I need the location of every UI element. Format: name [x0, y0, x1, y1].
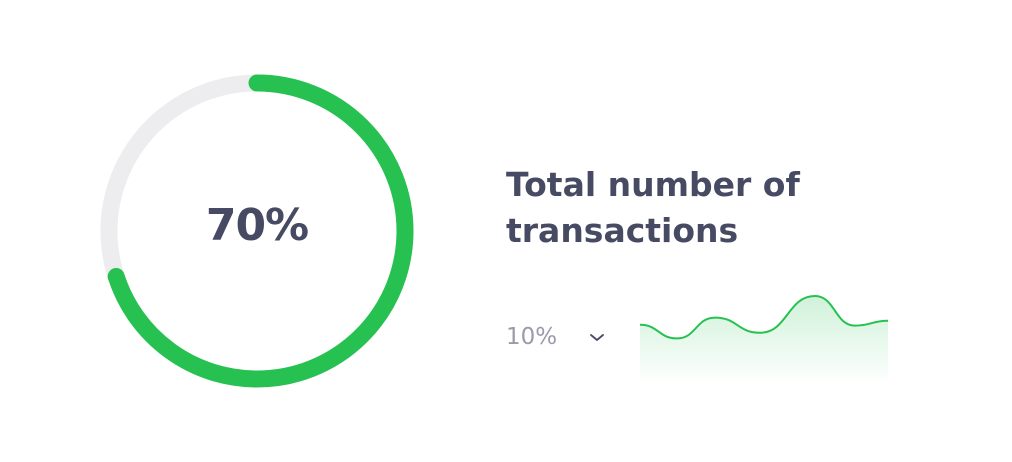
change-percent-label: 10%	[506, 324, 558, 350]
progress-arc	[100, 74, 414, 388]
progress-percent-label: 70%	[205, 200, 309, 251]
sparkline-chart	[639, 294, 889, 385]
sparkline-line	[639, 294, 889, 340]
progress-ring	[100, 74, 414, 388]
widget-title: Total number of transactions	[506, 165, 800, 250]
sparkline-area	[640, 296, 888, 385]
chevron-down-icon[interactable]	[588, 330, 606, 344]
